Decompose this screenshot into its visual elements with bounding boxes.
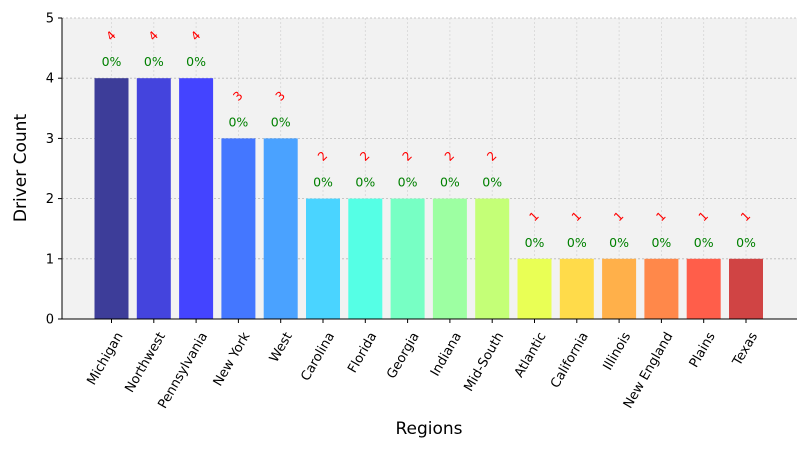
x-tick-label: Carolina — [298, 330, 338, 384]
bar — [221, 138, 256, 319]
percent-label: 0% — [398, 175, 418, 190]
bar — [686, 258, 721, 319]
y-tick-label: 0 — [46, 313, 54, 328]
percent-label: 0% — [144, 54, 164, 69]
bar — [263, 138, 298, 319]
x-axis-title: Regions — [395, 419, 462, 439]
y-tick-label: 2 — [46, 192, 54, 207]
bar — [179, 78, 214, 319]
x-tick-label: Michigan — [84, 330, 126, 388]
bar — [348, 198, 383, 319]
percent-label: 0% — [440, 175, 460, 190]
bars — [94, 78, 763, 319]
x-tick-label: Atlantic — [512, 330, 550, 380]
percent-label: 0% — [313, 175, 333, 190]
x-tick-label: Northwest — [122, 330, 168, 395]
bar — [432, 198, 467, 319]
bar — [517, 258, 552, 319]
percent-label: 0% — [482, 175, 502, 190]
bar — [306, 198, 340, 319]
x-tick-label: Indiana — [428, 330, 465, 379]
percent-label: 0% — [567, 235, 587, 250]
bar — [136, 78, 171, 319]
percent-label: 0% — [355, 175, 375, 190]
y-tick-label: 5 — [46, 12, 54, 27]
x-tick-label: California — [548, 330, 592, 391]
x-tick-label: Illinois — [601, 330, 635, 373]
percent-label: 0% — [228, 114, 248, 129]
x-tick-label: Georgia — [384, 330, 422, 382]
percent-label: 0% — [694, 235, 714, 250]
y-axis-title: Driver Count — [11, 114, 31, 223]
x-tick-label: Texas — [730, 330, 762, 370]
x-tick-label: Plains — [687, 330, 719, 371]
bar — [390, 198, 425, 319]
y-tick-label: 1 — [46, 252, 54, 267]
bar — [644, 258, 679, 319]
x-tick-label: Florida — [345, 330, 380, 376]
percent-label: 0% — [609, 235, 629, 250]
percent-label: 0% — [271, 114, 291, 129]
y-tick-label: 4 — [46, 72, 54, 87]
y-tick-label: 3 — [46, 132, 54, 147]
percent-label: 0% — [736, 235, 756, 250]
bar — [602, 258, 637, 319]
bar — [729, 258, 763, 319]
bar — [475, 198, 510, 319]
percent-label: 0% — [102, 54, 122, 69]
bar — [94, 78, 129, 319]
percent-label: 0% — [525, 235, 545, 250]
x-tick-label: Mid-South — [462, 330, 508, 394]
percent-label: 0% — [651, 235, 671, 250]
x-tick-label: West — [267, 330, 296, 365]
bar — [559, 258, 594, 319]
x-tick-label: New York — [211, 329, 254, 388]
percent-label: 0% — [186, 54, 206, 69]
